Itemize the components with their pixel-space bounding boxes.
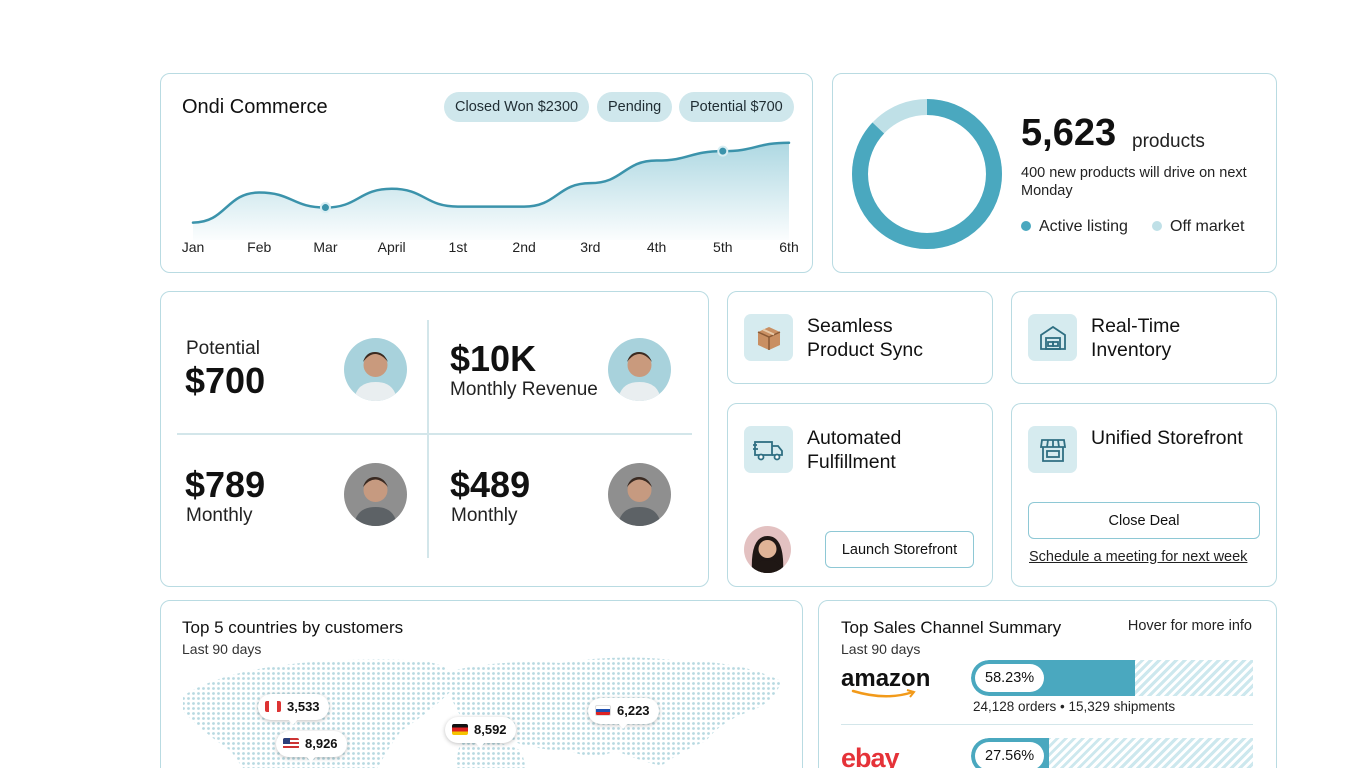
- marker-value: 3,533: [287, 699, 320, 714]
- launch-storefront-button[interactable]: Launch Storefront: [825, 531, 974, 568]
- storefront-icon: [1028, 426, 1077, 473]
- amazon-meta: 24,128 orders • 15,329 shipments: [973, 699, 1176, 714]
- legend-off-market: Off market: [1152, 218, 1244, 236]
- warehouse-icon: [1028, 314, 1077, 361]
- schedule-meeting-link[interactable]: Schedule a meeting for next week: [1029, 549, 1248, 565]
- stat-monthly-label-1: Monthly: [186, 505, 253, 526]
- amazon-smile-icon: [851, 689, 916, 698]
- close-deal-button[interactable]: Close Deal: [1028, 502, 1260, 539]
- stat-monthly-label-2: Monthly: [451, 505, 518, 526]
- marker-value: 8,926: [305, 736, 338, 751]
- feature-title: Unified Storefront: [1091, 427, 1243, 449]
- x-tick-label: 1st: [449, 239, 468, 255]
- hover-hint: Hover for more info: [1127, 618, 1252, 634]
- revenue-chart-card: Ondi Commerce Closed Won $2300 Pending P…: [160, 73, 813, 273]
- avatar: [608, 463, 671, 526]
- x-tick-label: April: [378, 239, 406, 255]
- country-marker-canada[interactable]: 3,533: [258, 694, 329, 725]
- ebay-logo-text: ebay: [841, 743, 900, 768]
- x-tick-label: Mar: [313, 239, 337, 255]
- stat-monthly-value-2: $489: [450, 464, 531, 505]
- feature-product-sync[interactable]: Seamless Product Sync: [727, 291, 993, 384]
- stats-divider-vertical: [427, 320, 429, 558]
- feature-fulfillment: Automated Fulfillment Launch Storefront: [727, 403, 993, 587]
- stat-potential-value: $700: [185, 360, 266, 401]
- sales-title: Top Sales Channel Summary: [841, 618, 1062, 637]
- ebay-share-bar[interactable]: 27.56%: [971, 738, 1253, 768]
- x-tick-label: Feb: [247, 239, 271, 255]
- legend-active-listing: Active listing: [1021, 218, 1128, 236]
- amazon-logo: amazon: [841, 665, 931, 698]
- active-dot-icon: [1021, 220, 1031, 231]
- amazon-share-bar[interactable]: 58.23%: [971, 660, 1253, 696]
- channel-divider: [841, 724, 1253, 725]
- avatar: [608, 338, 671, 401]
- avatar: [344, 338, 407, 401]
- potential-pill[interactable]: Potential $700: [679, 92, 794, 122]
- stat-potential-label: Potential: [186, 338, 260, 359]
- legend-off-label: Off market: [1170, 218, 1245, 235]
- russia-flag-icon: [595, 705, 611, 717]
- x-tick-label: 6th: [779, 239, 798, 255]
- usa-flag-icon: [283, 738, 299, 750]
- x-tick-label: 5th: [713, 239, 732, 255]
- company-title: Ondi Commerce: [182, 96, 328, 118]
- chart-point-mar[interactable]: [319, 202, 331, 214]
- sales-subtitle: Last 90 days: [841, 641, 921, 657]
- stat-monthly-value-1: $789: [185, 464, 266, 505]
- marker-value: 8,592: [474, 722, 507, 737]
- x-tick-label: 3rd: [580, 239, 600, 255]
- ebay-logo: ebay: [841, 743, 900, 768]
- product-count: 5,623: [1021, 112, 1117, 154]
- stat-revenue-label: Monthly Revenue: [450, 379, 598, 400]
- marker-value: 6,223: [617, 703, 650, 718]
- avatar: [344, 463, 407, 526]
- products-donut-chart: [852, 99, 1002, 249]
- delivery-truck-icon: [744, 426, 793, 473]
- package-box-icon: [744, 314, 793, 361]
- closed-won-pill[interactable]: Closed Won $2300: [444, 92, 590, 122]
- legend-active-label: Active listing: [1039, 218, 1128, 235]
- amazon-share-badge: 58.23%: [975, 664, 1045, 692]
- countries-title: Top 5 countries by customers: [182, 618, 404, 637]
- countries-map-card: Top 5 countries by customers Last 90 day…: [160, 600, 803, 768]
- feature-storefront: Unified Storefront Close Deal Schedule a…: [1011, 403, 1277, 587]
- avatar: [744, 526, 791, 573]
- pending-pill[interactable]: Pending: [597, 92, 673, 122]
- stats-card: Potential $700 $10K Monthly Revenue $789…: [160, 291, 709, 587]
- map-africa: [456, 740, 526, 768]
- feature-title: Real-Time Inventory: [1091, 315, 1181, 361]
- amazon-logo-text: amazon: [841, 665, 931, 692]
- canada-flag-icon: [265, 701, 281, 713]
- chart-point-5th[interactable]: [717, 145, 729, 157]
- x-tick-label: 2nd: [512, 239, 535, 255]
- off-dot-icon: [1152, 220, 1162, 231]
- revenue-line: [191, 141, 791, 224]
- sales-channel-card: Top Sales Channel Summary Last 90 days H…: [818, 600, 1277, 768]
- feature-title: Automated Fulfillment: [807, 427, 902, 473]
- country-marker-germany[interactable]: 8,592: [445, 717, 516, 748]
- country-marker-usa[interactable]: 8,926: [276, 731, 347, 762]
- feature-inventory[interactable]: Real-Time Inventory: [1011, 291, 1277, 384]
- products-card: 5,623 products 400 new products will dri…: [832, 73, 1277, 273]
- product-unit: products: [1132, 131, 1205, 152]
- country-marker-russia[interactable]: 6,223: [588, 698, 659, 729]
- active-listing-arc: [852, 99, 1002, 249]
- x-tick-label: Jan: [182, 239, 205, 255]
- countries-subtitle: Last 90 days: [182, 641, 262, 657]
- ebay-share-badge: 27.56%: [975, 742, 1045, 768]
- stat-revenue-value: $10K: [450, 338, 537, 379]
- germany-flag-icon: [452, 724, 468, 736]
- feature-title: Seamless Product Sync: [807, 315, 923, 361]
- product-description: 400 new products will drive on next Mond…: [1021, 165, 1247, 199]
- revenue-line-chart: Jan Feb Mar April 1st 2nd 3rd 4th 5th 6th: [182, 141, 799, 255]
- stats-divider-horizontal: [177, 433, 692, 435]
- x-tick-label: 4th: [647, 239, 666, 255]
- revenue-area: [193, 142, 789, 240]
